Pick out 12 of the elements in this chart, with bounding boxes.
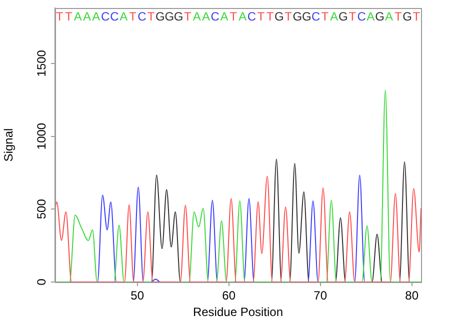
y-tick-label: 1500 (34, 50, 48, 77)
y-axis-title: Signal (2, 128, 16, 162)
y-tick-label: 500 (34, 198, 48, 220)
x-axis-title: Residue Position (192, 305, 284, 320)
line-series (55, 90, 421, 282)
x-tick-label: 60 (222, 288, 236, 303)
x-tick-label: 70 (314, 288, 328, 303)
x-tick-label: 50 (130, 288, 144, 303)
text: TTAAACCATCTGGGTAACATACTTGTGGCTAGTCAGATGT (56, 9, 420, 24)
x-tick-label: 80 (405, 288, 419, 303)
y-tick-label: 0 (34, 278, 48, 286)
y-tick-label: 1000 (34, 122, 48, 150)
